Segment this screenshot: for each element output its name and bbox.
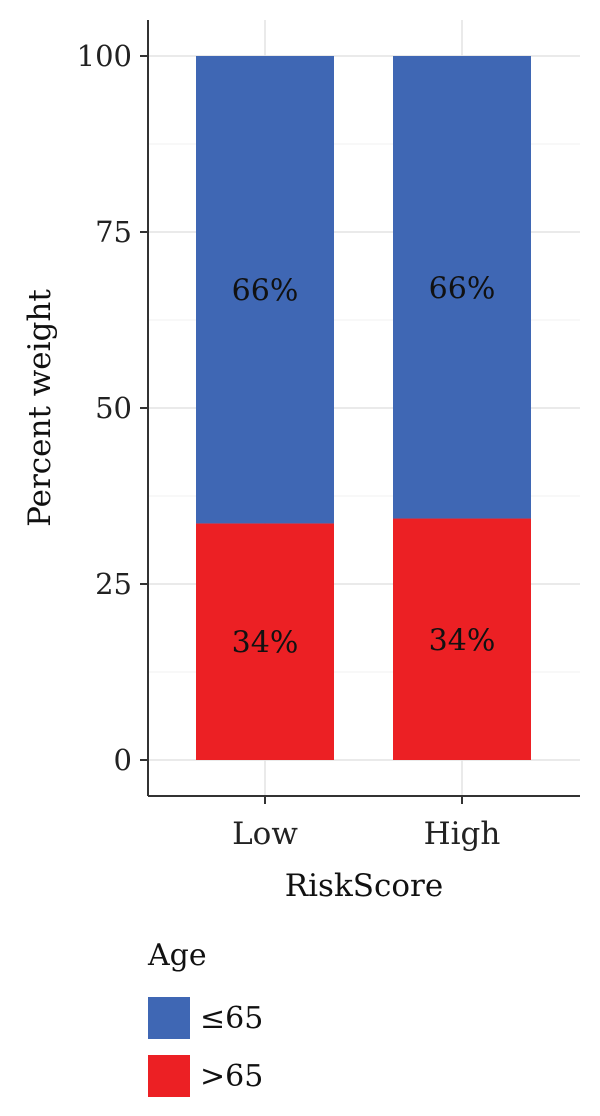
y-tick-label: 75 — [95, 215, 132, 249]
legend-label-gt65: >65 — [200, 1058, 264, 1094]
legend-title: Age — [148, 938, 207, 973]
y-tick-label: 100 — [77, 39, 132, 73]
bar-high-series-0 — [393, 518, 531, 760]
x-axis-title: RiskScore — [285, 868, 443, 904]
legend: Age ≤65 >65 — [148, 938, 263, 1105]
bar-data-label: 34% — [232, 626, 299, 661]
bar-data-label: 34% — [429, 623, 496, 658]
y-tick-label: 0 — [114, 743, 132, 777]
bar-low-series-1 — [196, 56, 334, 524]
legend-item-le65: ≤65 — [148, 989, 263, 1047]
legend-item-gt65: >65 — [148, 1047, 263, 1105]
bar-high-series-1 — [393, 56, 531, 519]
bar-data-label: 66% — [429, 271, 496, 306]
legend-swatch-gt65 — [148, 1055, 190, 1097]
bar-low-series-0 — [196, 523, 334, 760]
legend-swatch-le65 — [148, 997, 190, 1039]
y-tick-label: 50 — [95, 391, 132, 425]
x-tick-label: Low — [232, 816, 298, 852]
y-axis-title: Percent weight — [22, 289, 58, 527]
x-tick-label: High — [424, 816, 501, 852]
bar-data-label: 66% — [232, 274, 299, 309]
y-tick-label: 25 — [95, 567, 132, 601]
legend-label-le65: ≤65 — [200, 1000, 264, 1036]
